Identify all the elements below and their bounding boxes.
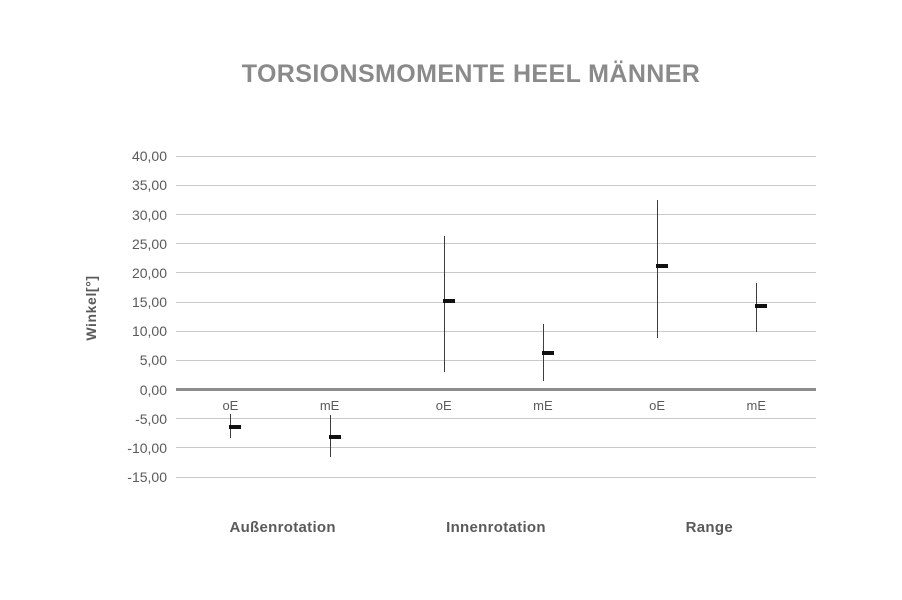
y-tick-label: 25,00 — [131, 235, 167, 252]
gridline — [176, 359, 816, 361]
point-label: mE — [319, 398, 340, 413]
mean-marker — [328, 435, 341, 440]
y-tick-label: -5,00 — [135, 410, 167, 427]
group-label: Innenrotation — [446, 519, 546, 536]
y-tick-label: 0,00 — [139, 381, 167, 398]
mean-marker — [442, 299, 455, 304]
y-tick-label: -10,00 — [127, 439, 167, 456]
mean-marker — [656, 264, 669, 269]
gridline — [176, 301, 816, 303]
error-bar-whisker — [443, 235, 445, 373]
point-label: mE — [533, 398, 553, 413]
gridline — [176, 418, 816, 420]
error-bar-whisker — [657, 199, 659, 338]
y-tick-label: 10,00 — [131, 323, 167, 340]
chart-title: TORSIONSMOMENTE HEEL MÄNNER — [241, 60, 701, 88]
y-tick-label: 35,00 — [131, 177, 167, 194]
mean-marker — [755, 304, 768, 309]
point-label: oE — [222, 398, 239, 413]
mean-marker — [229, 424, 242, 429]
gridline — [176, 476, 816, 478]
gridline — [176, 330, 816, 332]
group-label: Außenrotation — [229, 519, 336, 536]
gridline — [176, 272, 816, 274]
gridline — [176, 155, 816, 157]
y-tick-label: 5,00 — [139, 352, 167, 369]
gridline — [176, 184, 816, 186]
y-tick-label: 30,00 — [131, 206, 167, 223]
y-tick-label: -15,00 — [127, 469, 167, 486]
gridline — [176, 447, 816, 449]
point-label: oE — [649, 398, 666, 413]
point-label: mE — [746, 398, 767, 413]
zero-gridline — [176, 388, 816, 392]
y-tick-label: 15,00 — [131, 294, 167, 311]
gridline — [176, 214, 816, 216]
point-label: oE — [435, 398, 452, 413]
group-label: Range — [685, 519, 733, 536]
y-tick-label: 40,00 — [131, 148, 167, 165]
gridline — [176, 243, 816, 245]
y-tick-label: 20,00 — [131, 264, 167, 281]
mean-marker — [541, 350, 554, 355]
